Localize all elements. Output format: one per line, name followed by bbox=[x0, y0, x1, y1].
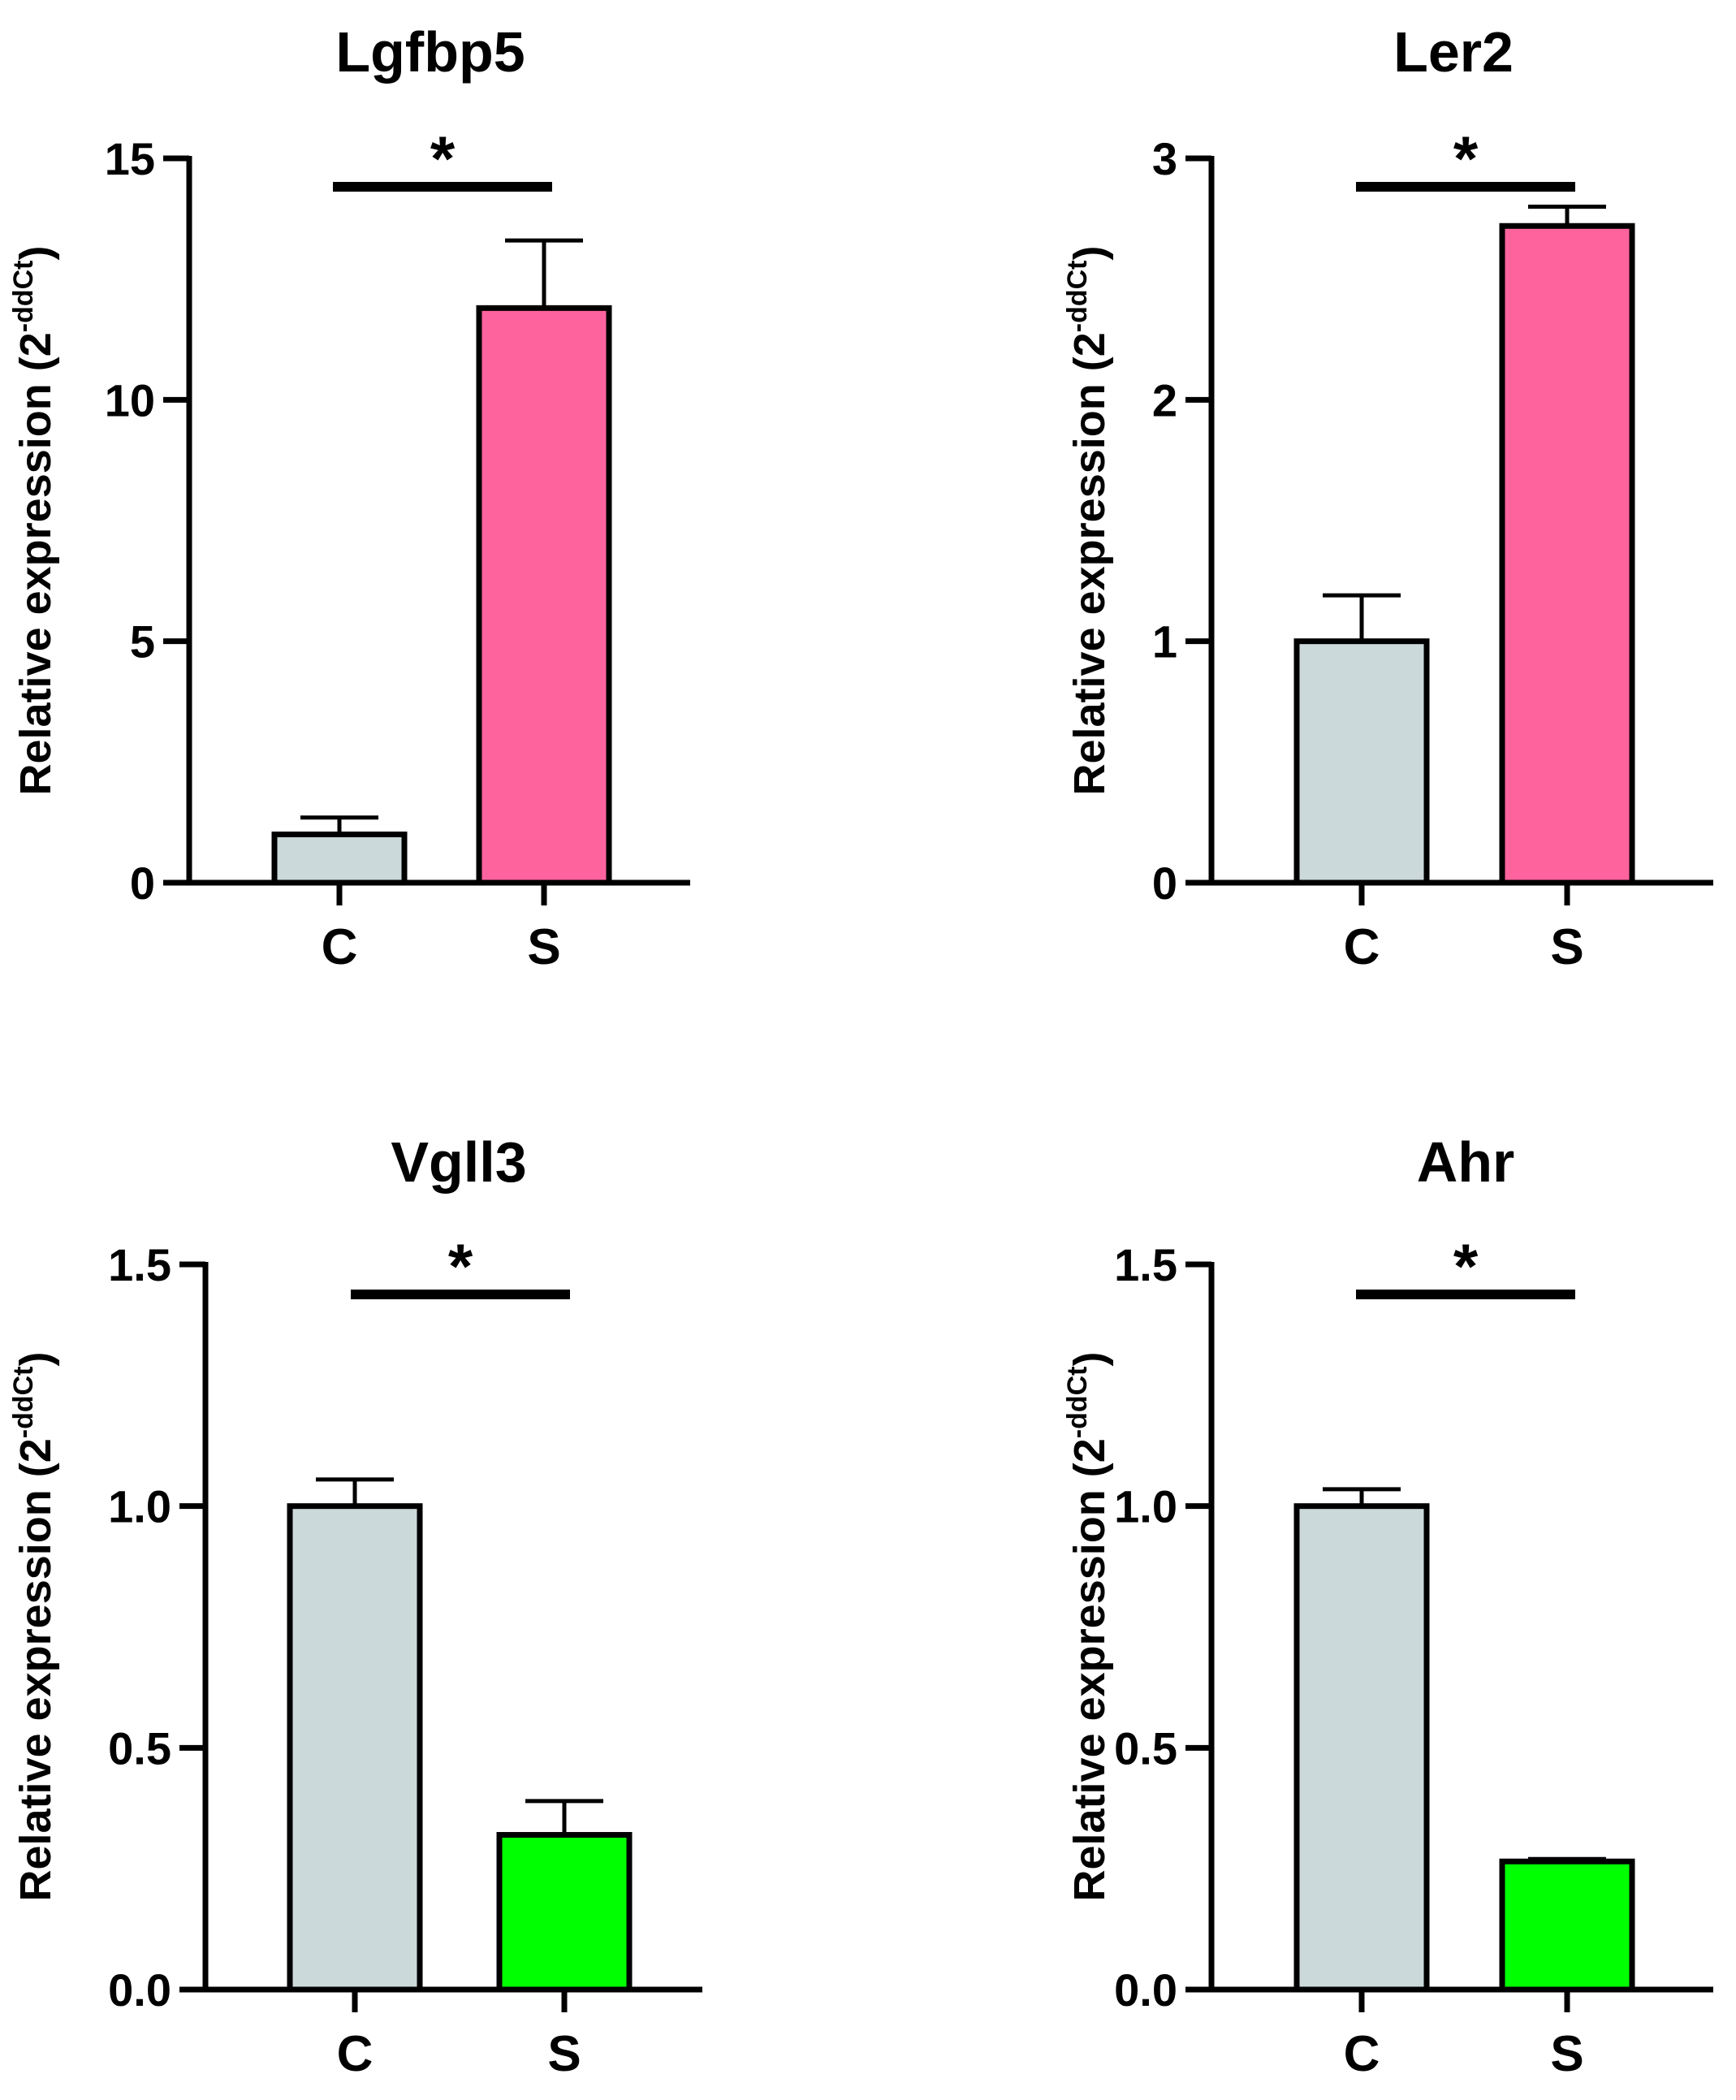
chart-title: Vgll3 bbox=[391, 1130, 526, 1194]
bar-c bbox=[287, 1503, 423, 1993]
chart-panel-lgfbp5: Lgfbp5 Relative expression (2-ddCt) C S 0 5 10… bbox=[8, 20, 690, 975]
bar-s bbox=[1499, 223, 1635, 886]
bar-s bbox=[496, 1831, 633, 1993]
x-tick-label: C bbox=[322, 919, 358, 975]
x-tick-label: S bbox=[1550, 919, 1583, 975]
y-tick-label: 10 bbox=[105, 374, 155, 426]
y-tick-label: 0.5 bbox=[108, 1722, 171, 1774]
y-tick-label: 2 bbox=[1152, 374, 1177, 426]
significance-star: * bbox=[1453, 1230, 1479, 1302]
bar-c bbox=[271, 832, 408, 886]
significance-star: * bbox=[1453, 123, 1479, 194]
chart-title: Ahr bbox=[1417, 1130, 1515, 1194]
y-axis-label: Relative expression (2-ddCt) bbox=[8, 245, 60, 795]
x-tick-label: S bbox=[547, 2026, 581, 2082]
y-axis-label: Relative expression (2-ddCt) bbox=[8, 1351, 60, 1901]
chart-panel-vgll3: Vgll3 Relative expression (2-ddCt) C S 0.0 0.… bbox=[8, 1130, 702, 2082]
x-tick-label: S bbox=[1550, 2026, 1583, 2082]
y-tick-label: 1.0 bbox=[108, 1481, 171, 1532]
x-tick-label: C bbox=[337, 2026, 374, 2082]
y-tick-label: 1.5 bbox=[1114, 1239, 1177, 1290]
significance-star: * bbox=[430, 123, 456, 194]
y-tick-label: 3 bbox=[1152, 133, 1177, 184]
y-tick-label: 1 bbox=[1152, 616, 1177, 668]
bar-c bbox=[1293, 638, 1430, 886]
chart-title: Ler2 bbox=[1393, 20, 1514, 84]
y-tick-label: 0 bbox=[1152, 858, 1177, 909]
chart-panel-ler2: Ler2 Relative expression (2-ddCt) C S 0 1 2 3 * bbox=[1062, 20, 1713, 975]
y-tick-label: 1.0 bbox=[1114, 1481, 1177, 1532]
x-tick-label: C bbox=[1344, 2026, 1380, 2082]
y-axis-label: Relative expression (2-ddCt) bbox=[1062, 1351, 1114, 1901]
y-tick-label: 5 bbox=[130, 616, 155, 668]
x-tick-label: C bbox=[1344, 919, 1380, 975]
chart-title: Lgfbp5 bbox=[335, 20, 525, 84]
y-tick-label: 0.0 bbox=[1114, 1964, 1177, 2016]
significance-star: * bbox=[448, 1230, 473, 1302]
chart-panel-ahr: Ahr Relative expression (2-ddCt) C S 0.0 0.5 1… bbox=[1062, 1130, 1713, 2082]
x-tick-label: S bbox=[527, 919, 560, 975]
y-tick-label: 1.5 bbox=[108, 1239, 171, 1290]
bar-s bbox=[476, 305, 612, 886]
y-tick-label: 0.5 bbox=[1114, 1722, 1177, 1774]
y-tick-label: 15 bbox=[105, 133, 155, 184]
y-tick-label: 0 bbox=[130, 858, 155, 909]
bar-c bbox=[1293, 1503, 1430, 1993]
y-tick-label: 0.0 bbox=[108, 1964, 171, 2016]
bar-s bbox=[1499, 1858, 1635, 1993]
y-axis-label: Relative expression (2-ddCt) bbox=[1062, 245, 1114, 795]
